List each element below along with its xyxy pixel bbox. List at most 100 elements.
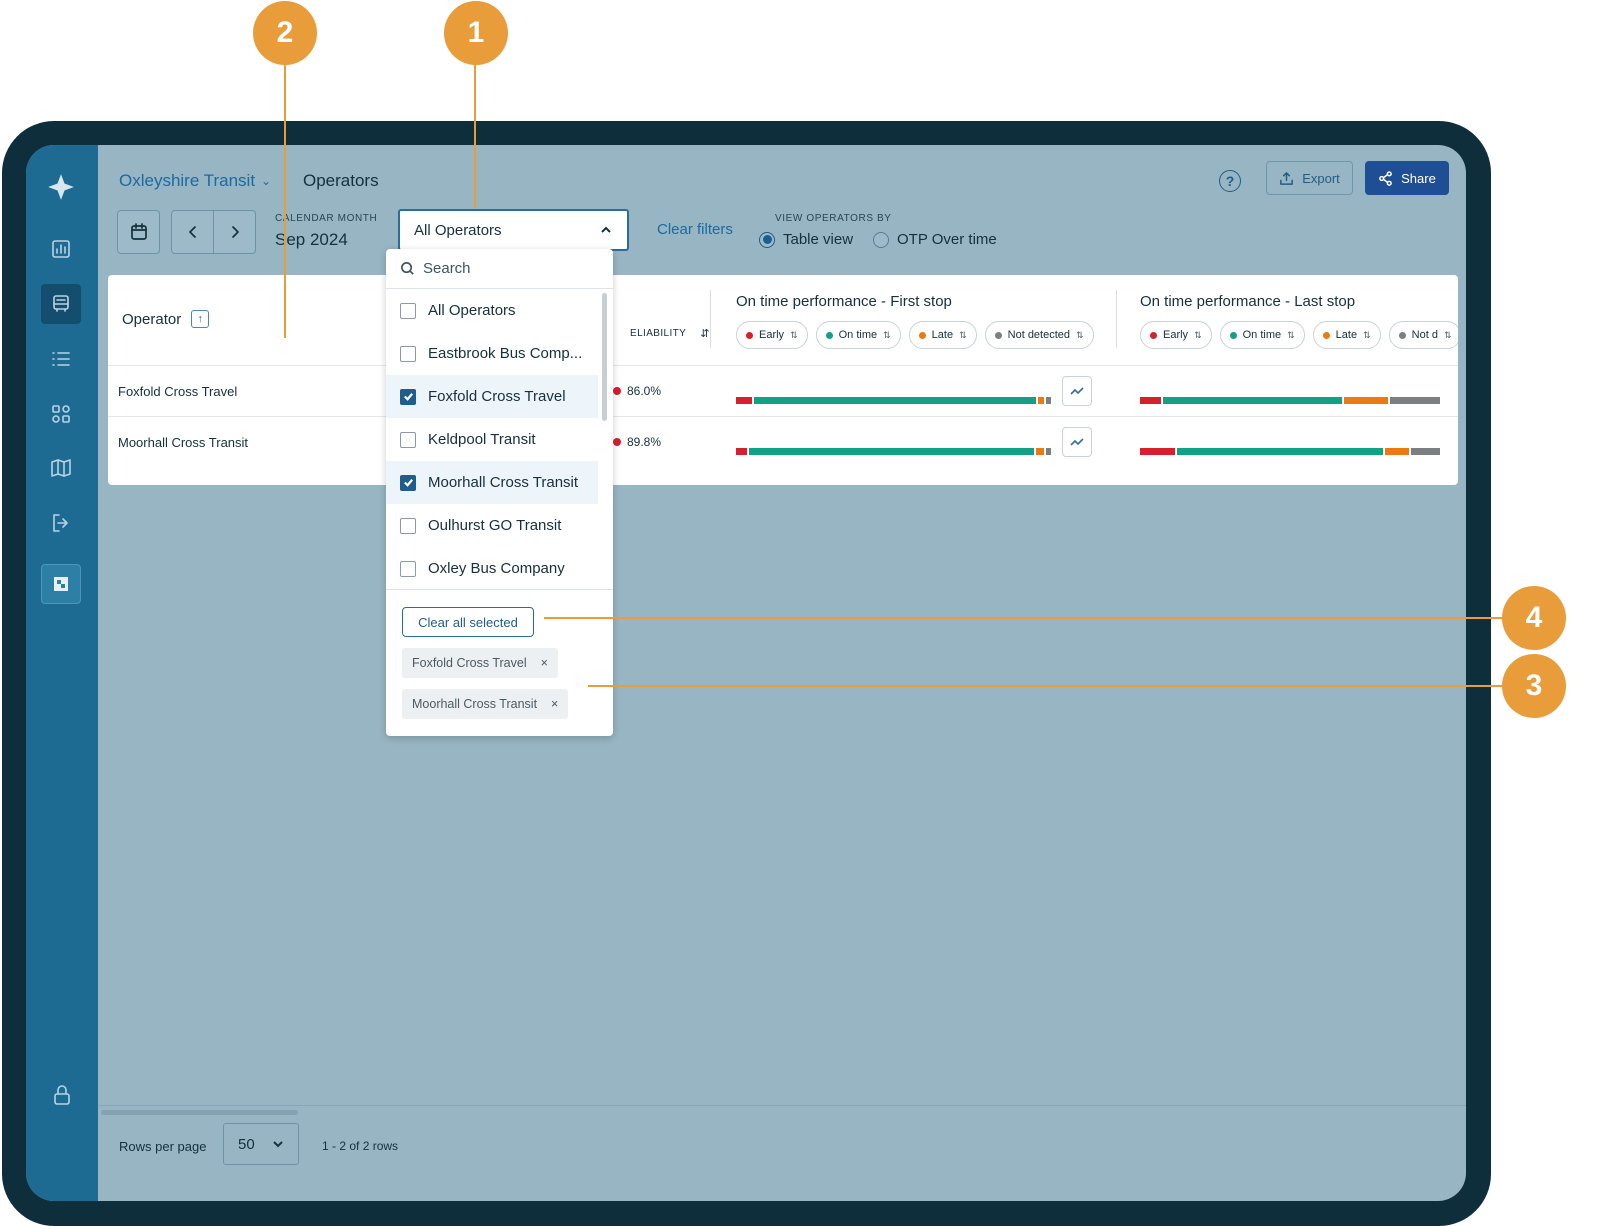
otp-filter-pill[interactable]: Late ⇅: [1312, 321, 1381, 349]
chevron-up-icon: [601, 226, 611, 233]
sidebar-item-logout[interactable]: [41, 503, 81, 543]
status-dot: [613, 438, 621, 446]
pill-label: On time: [838, 329, 878, 341]
export-label: Export: [1302, 170, 1340, 186]
otp-last-stop-filters: Early ⇅ On time ⇅ Late ⇅ Not d ⇅: [1140, 321, 1458, 349]
sidebar-item-list[interactable]: [41, 339, 81, 379]
trend-icon: [1070, 438, 1084, 446]
dropdown-option[interactable]: Eastbrook Bus Comp...: [386, 332, 598, 375]
radio-dot: [759, 231, 775, 248]
otp-filter-pill[interactable]: Late ⇅: [908, 321, 977, 349]
option-label: Foxfold Cross Travel: [428, 388, 566, 405]
trend-button[interactable]: [1062, 427, 1092, 457]
sidebar-item-brand[interactable]: [41, 564, 81, 604]
option-label: Oulhurst GO Transit: [428, 517, 562, 534]
clear-filters-link[interactable]: Clear filters: [657, 221, 733, 238]
radio-table-view[interactable]: Table view: [759, 231, 853, 248]
close-icon[interactable]: ×: [540, 656, 548, 670]
pill-label: Early: [1163, 329, 1189, 341]
close-icon[interactable]: ×: [551, 697, 559, 711]
otp-filter-pill[interactable]: On time ⇅: [1219, 321, 1305, 349]
otp-filter-pill[interactable]: On time ⇅: [815, 321, 901, 349]
reliability-header-label: ELIABILITY: [630, 328, 687, 339]
checkbox[interactable]: [400, 560, 416, 577]
status-dot: [746, 331, 753, 339]
checkbox[interactable]: [400, 302, 416, 319]
option-label: Keldpool Transit: [428, 431, 536, 448]
device-frame: Oxleyshire Transit ⌄ Operators ? Export …: [2, 121, 1491, 1226]
otp-first-stop-header: On time performance - First stop: [736, 293, 952, 310]
table-row[interactable]: Moorhall Cross Transit 89.8%: [108, 416, 1458, 467]
status-dot: [1322, 331, 1330, 339]
horizontal-scroll-track: [98, 1105, 1466, 1106]
dropdown-option[interactable]: Oxley Bus Company: [386, 547, 598, 590]
checkbox[interactable]: [400, 474, 416, 491]
lock-icon[interactable]: [50, 1083, 74, 1112]
checkbox[interactable]: [400, 431, 416, 448]
chip-label: Foxfold Cross Travel: [412, 656, 527, 670]
dropdown-option[interactable]: Moorhall Cross Transit: [386, 461, 598, 504]
operator-dropdown: Search All Operators Eastbrook Bus Comp..…: [386, 249, 613, 736]
rows-per-page-select[interactable]: 50: [223, 1123, 299, 1165]
sort-icon: ⇵: [700, 328, 710, 340]
otp-filter-pill[interactable]: Not d ⇅: [1388, 321, 1458, 349]
checkbox[interactable]: [400, 388, 416, 405]
dropdown-search[interactable]: Search: [386, 249, 613, 289]
bar-segment-not-detected: [1410, 448, 1440, 455]
sort-ascending-icon[interactable]: ↑: [191, 310, 210, 328]
bar-segment-early: [1140, 448, 1176, 455]
callout-line-3: [588, 685, 1532, 687]
dropdown-option[interactable]: Oulhurst GO Transit: [386, 504, 598, 547]
rows-count: 1 - 2 of 2 rows: [322, 1139, 399, 1153]
table-header: Operator ↑ ELIABILITY ⇵ On time performa…: [108, 275, 1458, 365]
dropdown-option[interactable]: All Operators: [386, 289, 598, 332]
dropdown-option[interactable]: Foxfold Cross Travel: [386, 375, 598, 418]
prev-month-button[interactable]: [171, 210, 214, 254]
rows-per-page-value: 50: [238, 1135, 255, 1153]
table-row[interactable]: Foxfold Cross Travel 86.0%: [108, 365, 1458, 416]
sort-icon: ⇅: [883, 329, 891, 340]
share-icon: [1379, 170, 1393, 186]
horizontal-scrollbar[interactable]: [101, 1110, 298, 1115]
operators-table: Operator ↑ ELIABILITY ⇵ On time performa…: [108, 275, 1458, 485]
share-button[interactable]: Share: [1365, 161, 1449, 195]
calendar-icon: [130, 223, 147, 240]
checkbox[interactable]: [400, 345, 416, 362]
operator-select-value: All Operators: [414, 221, 502, 239]
otp-filter-pill[interactable]: Not detected ⇅: [984, 321, 1094, 349]
option-label: Oxley Bus Company: [428, 560, 565, 577]
status-dot: [1398, 331, 1406, 339]
app-screen: Oxleyshire Transit ⌄ Operators ? Export …: [26, 145, 1466, 1201]
sidebar-item-map[interactable]: [41, 448, 81, 488]
dropdown-option[interactable]: Keldpool Transit: [386, 418, 598, 461]
status-dot: [613, 387, 621, 395]
sidebar-item-apps[interactable]: [41, 394, 81, 434]
next-month-button[interactable]: [213, 210, 256, 254]
radio-otp-over-time[interactable]: OTP Over time: [873, 231, 997, 248]
org-switcher[interactable]: Oxleyshire Transit ⌄: [119, 171, 271, 191]
clear-all-selected-button[interactable]: Clear all selected: [402, 607, 534, 637]
otp-stacked-bar: [736, 397, 1051, 404]
export-icon: [1280, 171, 1294, 185]
calendar-button[interactable]: [117, 210, 160, 254]
operator-column-header[interactable]: Operator ↑: [122, 310, 210, 328]
sidebar-item-operators[interactable]: [41, 284, 81, 324]
status-dot: [918, 331, 926, 339]
sort-icon: ⇅: [1194, 329, 1202, 340]
logo-icon[interactable]: [41, 167, 81, 207]
otp-filter-pill[interactable]: Early ⇅: [1140, 321, 1212, 349]
otp-filter-pill[interactable]: Early ⇅: [736, 321, 808, 349]
reliability-column-header[interactable]: ELIABILITY ⇵: [630, 327, 710, 340]
status-dot: [1229, 331, 1237, 339]
calendar-value: Sep 2024: [275, 230, 348, 249]
chart-icon: [52, 240, 70, 258]
export-button[interactable]: Export: [1266, 161, 1353, 195]
bar-segment-not-detected: [1046, 397, 1051, 404]
trend-button[interactable]: [1062, 376, 1092, 406]
checkbox[interactable]: [400, 517, 416, 534]
dropdown-scrollbar[interactable]: [602, 293, 607, 421]
help-icon[interactable]: ?: [1219, 170, 1241, 192]
sidebar-item-dashboard[interactable]: [41, 229, 81, 269]
operator-select[interactable]: All Operators: [398, 209, 629, 251]
